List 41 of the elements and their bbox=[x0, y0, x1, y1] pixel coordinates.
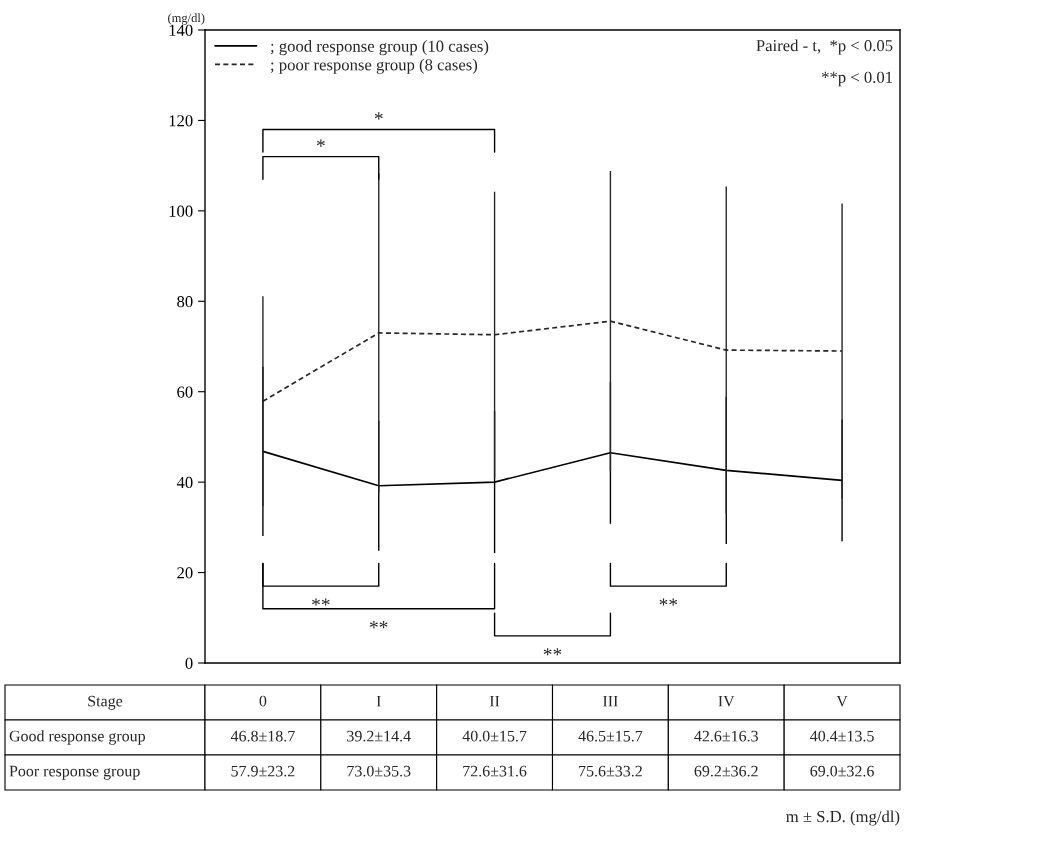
data-label: 39.2±14.4 bbox=[347, 730, 411, 742]
data-label: 46.8±18.7 bbox=[230, 730, 295, 742]
data-label: 75.6±33.2 bbox=[579, 765, 642, 777]
x-tick-label: V bbox=[836, 695, 848, 707]
annotation: ** bbox=[312, 598, 330, 606]
annotation: Paired - t, *p < 0.05 bbox=[756, 39, 893, 55]
x-tick-label: III bbox=[603, 695, 618, 707]
annotation: **p < 0.01 bbox=[821, 71, 893, 87]
y-tick-label: 80 bbox=[177, 295, 193, 308]
data-label: 46.5±15.7 bbox=[578, 730, 643, 742]
annotation: * bbox=[316, 139, 325, 147]
data-label: 40.0±15.7 bbox=[462, 730, 527, 742]
y-tick-label: 0 bbox=[185, 657, 193, 669]
annotation: ** bbox=[659, 598, 678, 606]
y-tick-label: 140 bbox=[169, 24, 193, 36]
text: Good response group bbox=[9, 730, 146, 745]
x-tick-label: I bbox=[376, 695, 381, 707]
legend-label: ; good response group (10 cases) bbox=[270, 40, 489, 56]
y-axis-title: (mg/dl) bbox=[168, 13, 205, 25]
text: Stage bbox=[88, 695, 123, 710]
x-tick-label: II bbox=[489, 695, 500, 707]
annotation: ** bbox=[369, 621, 388, 629]
x-tick-label: 0 bbox=[259, 695, 267, 707]
y-tick-label: 60 bbox=[177, 386, 193, 398]
annotation: ** bbox=[543, 648, 562, 656]
y-tick-label: 120 bbox=[169, 115, 193, 127]
y-tick-label: 100 bbox=[169, 205, 193, 217]
text: Poor response group bbox=[9, 765, 140, 780]
data-label: 57.9±23.2 bbox=[231, 765, 295, 777]
data-label: 42.6±16.3 bbox=[694, 730, 758, 742]
data-label: 72.6±31.6 bbox=[463, 765, 527, 777]
data-label: 40.4±13.5 bbox=[810, 730, 874, 742]
legend-label: ; poor response group (8 cases) bbox=[270, 58, 478, 74]
x-tick-label: IV bbox=[718, 695, 735, 707]
annotation: * bbox=[374, 112, 383, 120]
data-label: 73.0±35.3 bbox=[347, 765, 411, 777]
y-tick-label: 20 bbox=[177, 567, 193, 579]
data-label: 69.0±32.6 bbox=[810, 765, 874, 777]
y-tick-label: 40 bbox=[176, 476, 193, 489]
data-label: 69.2±36.2 bbox=[694, 765, 758, 777]
text: m ± S.D. (mg/dl) bbox=[786, 810, 900, 826]
